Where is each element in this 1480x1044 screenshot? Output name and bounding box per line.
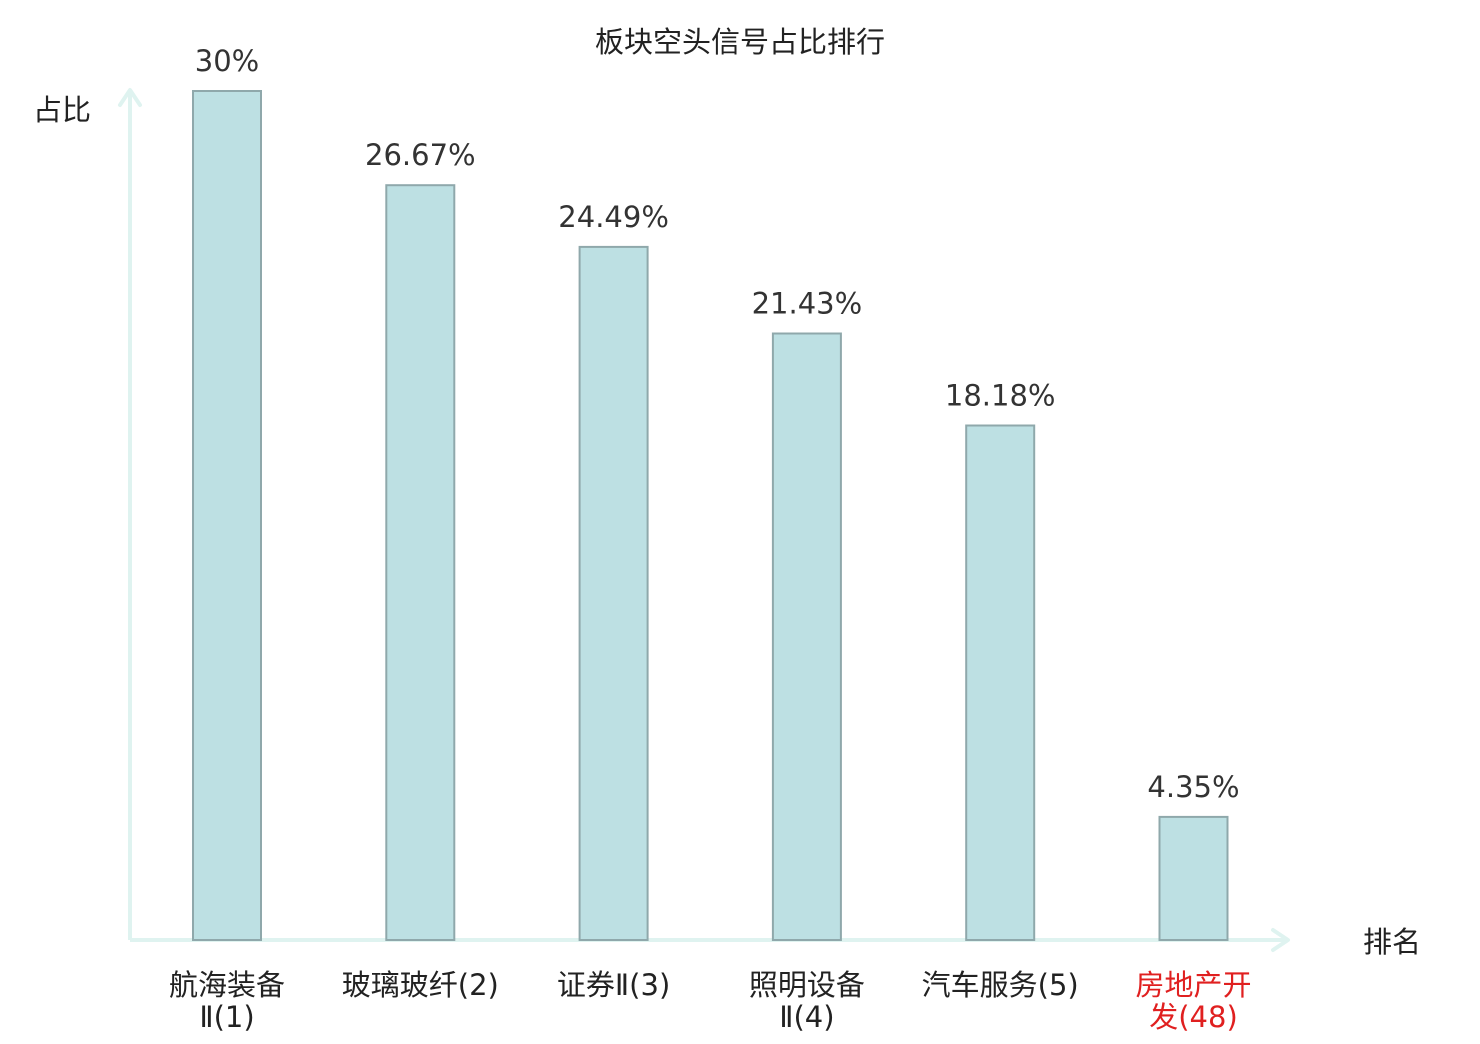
bar [192,90,262,941]
bar-value-label: 26.67% [365,138,476,172]
bar [965,424,1036,941]
bar-value-label: 4.35% [1147,770,1239,804]
bar [771,332,842,941]
value-labels: 30% 26.67% 24.49% 21.43% 18.18% 4.35% [195,44,1240,804]
category-label: 照明设备 [749,968,865,1002]
axes [118,88,1290,952]
category-label: Ⅱ(4) [779,1000,834,1034]
category-label: 房地产开 [1135,968,1251,1002]
bar-value-label: 18.18% [945,379,1056,413]
y-axis-arrowhead [118,88,142,107]
bar-value-label: 24.49% [558,200,669,234]
category-label: Ⅱ(1) [199,1000,254,1034]
bars [192,90,1229,942]
bar [578,245,649,941]
bar [1158,815,1229,942]
y-axis-label: 占比 [33,93,91,127]
x-axis-arrowhead [1271,928,1290,952]
chart-title: 板块空头信号占比排行 [595,25,885,59]
x-axis-label: 排名 [1363,925,1421,959]
category-label: 汽车服务(5) [922,968,1079,1002]
category-label: 证券Ⅱ(3) [557,968,670,1002]
category-label: 发(48) [1149,1000,1238,1034]
category-label: 航海装备 [169,968,285,1002]
category-label: 玻璃玻纤(2) [342,968,499,1002]
bar-value-label: 30% [195,44,259,78]
bar-value-label: 21.43% [752,287,863,321]
bar [385,184,456,941]
